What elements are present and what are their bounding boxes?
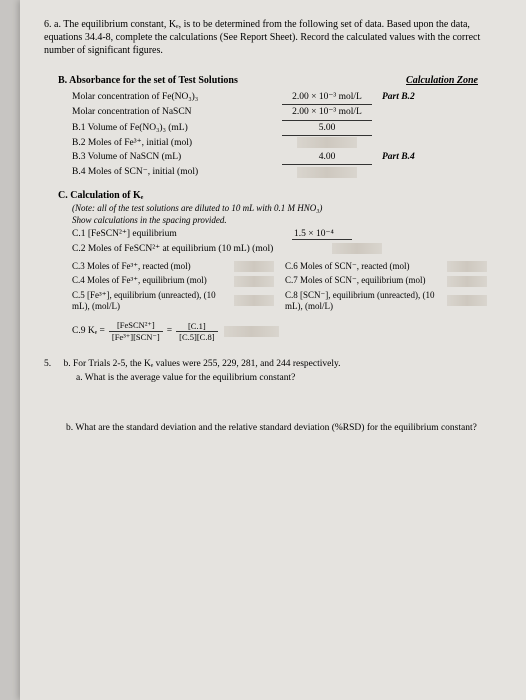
label: C.1 [FeSCN²⁺] equilibrium (72, 228, 292, 239)
left-column: C.3 Moles of Fe³⁺, reacted (mol) C.4 Mol… (72, 258, 279, 314)
row-c1: C.1 [FeSCN²⁺] equilibrium 1.5 × 10⁻⁴ (72, 228, 502, 240)
blank-input (332, 243, 382, 254)
blank-input (224, 326, 279, 337)
row-c8: C.8 [SCN⁻], equilibrium (unreacted), (10… (285, 290, 492, 311)
calc-zone-heading: Calculation Zone (406, 75, 478, 86)
part-label: Part B.2 (382, 90, 452, 104)
row-c9: C.9 Kₑ = [FeSCN²⁺] [Fe³⁺][SCN⁻] = [C.1] … (72, 320, 502, 343)
blank-input (447, 295, 487, 306)
value-cell: 2.00 × 10⁻³ mol/L (272, 90, 382, 105)
label: B.1 Volume of Fe(NO₃)₃ (mL) (72, 121, 272, 135)
label: Molar concentration of NaSCN (72, 105, 272, 119)
value-cell: 2.00 × 10⁻³ mol/L (272, 105, 382, 120)
row-c3: C.3 Moles of Fe³⁺, reacted (mol) (72, 261, 279, 272)
row-b4: B.4 Moles of SCN⁻, initial (mol) (72, 165, 502, 179)
section-c-note: (Note: all of the test solutions are dil… (72, 203, 502, 213)
worksheet-page: 6. a. The equilibrium constant, Kₑ, is t… (20, 0, 526, 700)
row-c6: C.6 Moles of SCN⁻, reacted (mol) (285, 261, 492, 272)
blank-input (297, 167, 357, 178)
row-b2: B.2 Moles of Fe³⁺, initial (mol) (72, 136, 502, 150)
value-cell: 4.00 (272, 150, 382, 165)
row-fe-no3-conc: Molar concentration of Fe(NO₃)₃ 2.00 × 1… (72, 90, 502, 105)
row-c7: C.7 Moles of SCN⁻, equilibrium (mol) (285, 275, 492, 286)
label: C.6 Moles of SCN⁻, reacted (mol) (285, 261, 442, 272)
part-b-qb: b. What are the standard deviation and t… (66, 423, 502, 433)
value: 4.00 (282, 150, 372, 165)
label: C.5 [Fe³⁺], equilibrium (unreacted), (10… (72, 290, 229, 311)
row-c2: C.2 Moles of FeSCN²⁺ at equilibrium (10 … (72, 243, 502, 254)
row-b1: B.1 Volume of Fe(NO₃)₃ (mL) 5.00 (72, 121, 502, 136)
blank-input (234, 276, 274, 287)
value-cell (272, 136, 382, 150)
numerator: [C.1] (176, 321, 217, 332)
value: 1.5 × 10⁻⁴ (292, 228, 352, 240)
question-header: 6. a. The equilibrium constant, Kₑ, is t… (44, 18, 502, 57)
label: C.3 Moles of Fe³⁺, reacted (mol) (72, 261, 229, 272)
part-b-qa: a. What is the average value for the equ… (76, 373, 502, 383)
part-b-intro: b. For Trials 2-5, the Kₑ values were 25… (64, 359, 341, 369)
label: B.2 Moles of Fe³⁺, initial (mol) (72, 136, 272, 150)
value: 2.00 × 10⁻³ mol/L (282, 105, 372, 120)
value-cell (332, 243, 402, 254)
blank-input (447, 261, 487, 272)
numerator: [FeSCN²⁺] (109, 320, 163, 332)
section-b-heading: B. Absorbance for the set of Test Soluti… (58, 75, 238, 86)
denominator: [Fe³⁺][SCN⁻] (109, 332, 163, 343)
value-cell: 1.5 × 10⁻⁴ (292, 228, 362, 240)
denominator: [C.5][C.8] (176, 332, 217, 342)
row-c4: C.4 Moles of Fe³⁺, equilibrium (mol) (72, 275, 279, 286)
blank-input (234, 261, 274, 272)
value: 5.00 (282, 121, 372, 136)
label: C.8 [SCN⁻], equilibrium (unreacted), (10… (285, 290, 442, 311)
label: C.7 Moles of SCN⁻, equilibrium (mol) (285, 275, 442, 286)
page-marker: 5. (44, 359, 51, 369)
value-cell (272, 165, 382, 179)
question-text: The equilibrium constant, Kₑ, is to be d… (44, 19, 480, 56)
section-c-heading: C. Calculation of Kₑ (58, 190, 502, 201)
right-column: C.6 Moles of SCN⁻, reacted (mol) C.7 Mol… (285, 258, 492, 314)
question-number: 6. a. (44, 19, 61, 30)
c9-prefix: C.9 Kₑ = (72, 326, 105, 336)
label: C.2 Moles of FeSCN²⁺ at equilibrium (10 … (72, 243, 332, 254)
value: 2.00 × 10⁻³ mol/L (282, 90, 372, 105)
row-nascn-conc: Molar concentration of NaSCN 2.00 × 10⁻³… (72, 105, 502, 120)
value-cell: 5.00 (272, 121, 382, 136)
part-b-section: 5. b. For Trials 2-5, the Kₑ values were… (44, 359, 502, 383)
fraction-2: [C.1] [C.5][C.8] (176, 321, 217, 342)
row-b3: B.3 Volume of NaSCN (mL) 4.00 Part B.4 (72, 150, 502, 165)
label: C.4 Moles of Fe³⁺, equilibrium (mol) (72, 275, 229, 286)
part-label: Part B.4 (382, 150, 452, 164)
row-c5: C.5 [Fe³⁺], equilibrium (unreacted), (10… (72, 290, 279, 311)
fraction-1: [FeSCN²⁺] [Fe³⁺][SCN⁻] (109, 320, 163, 343)
equals: = (167, 326, 172, 336)
blank-input (297, 137, 357, 148)
section-c-note2: Show calculations in the spacing provide… (72, 215, 502, 225)
blank-input (447, 276, 487, 287)
label: B.3 Volume of NaSCN (mL) (72, 150, 272, 164)
label: Molar concentration of Fe(NO₃)₃ (72, 90, 272, 104)
blank-input (234, 295, 274, 306)
label: B.4 Moles of SCN⁻, initial (mol) (72, 165, 272, 179)
